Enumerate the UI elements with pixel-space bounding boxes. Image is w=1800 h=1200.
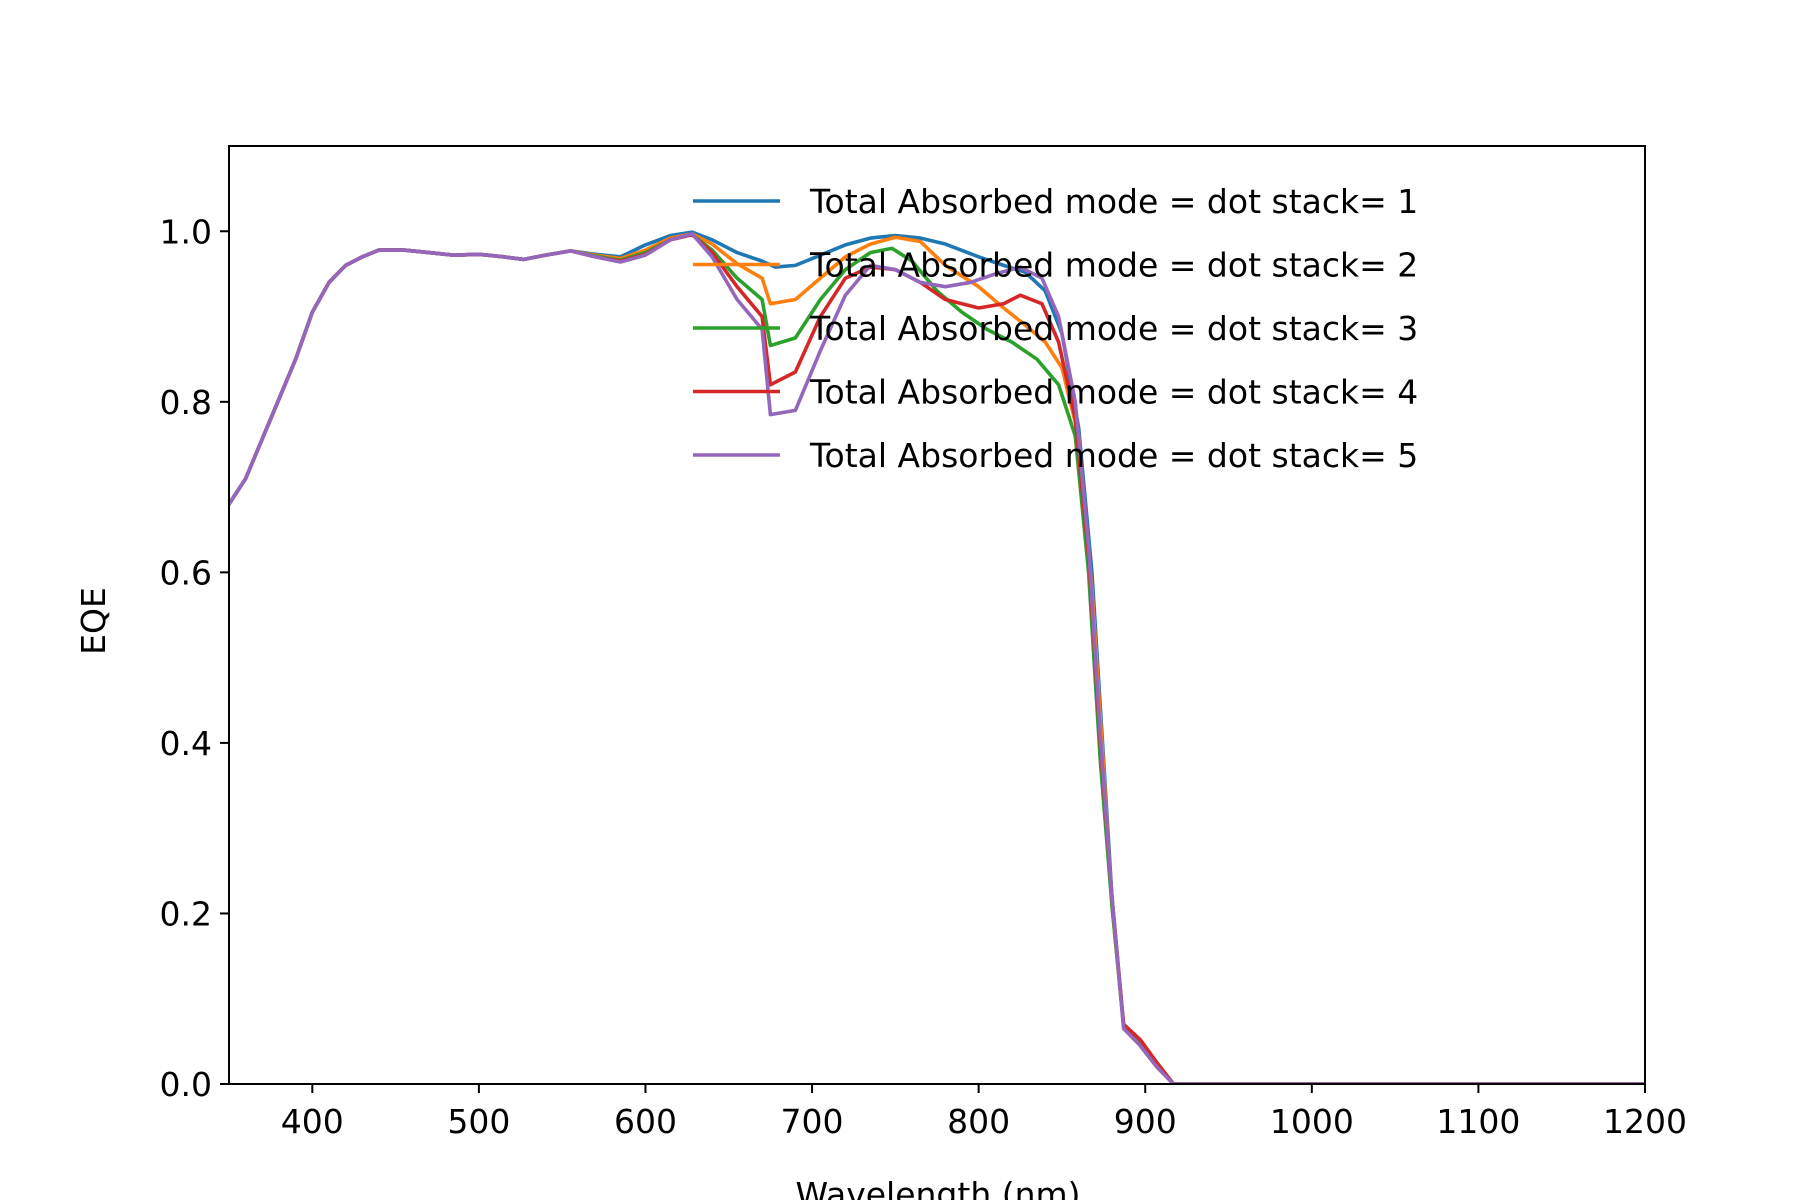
legend-label-1: Total Absorbed mode = dot stack= 1 (809, 182, 1418, 221)
x-tick-label: 700 (781, 1102, 844, 1141)
x-tick-label: 400 (281, 1102, 344, 1141)
y-tick-label: 0.2 (160, 894, 212, 933)
y-tick-label: 0.4 (160, 724, 212, 763)
x-tick-label: 800 (947, 1102, 1010, 1141)
legend-label-5: Total Absorbed mode = dot stack= 5 (809, 436, 1418, 475)
x-tick-label: 600 (614, 1102, 677, 1141)
legend-label-2: Total Absorbed mode = dot stack= 2 (809, 246, 1418, 285)
x-tick-label: 500 (447, 1102, 510, 1141)
legend: Total Absorbed mode = dot stack= 1 Total … (693, 182, 1418, 475)
y-tick-label: 0.6 (160, 553, 212, 592)
y-tick-label: 1.0 (160, 212, 212, 251)
axes-frame (228, 145, 1646, 1085)
x-tick-label: 1200 (1603, 1102, 1687, 1141)
x-tick-label: 1000 (1270, 1102, 1354, 1141)
y-tick-label: 0.8 (160, 383, 212, 422)
y-tick-label: 0.0 (160, 1065, 212, 1104)
legend-label-4: Total Absorbed mode = dot stack= 4 (809, 373, 1418, 412)
x-tick-label: 900 (1114, 1102, 1177, 1141)
legend-label-3: Total Absorbed mode = dot stack= 3 (809, 309, 1418, 348)
x-tick-label: 1100 (1436, 1102, 1520, 1141)
y-axis-label: EQE (74, 587, 113, 655)
x-axis-label: Wavelength (nm) (795, 1175, 1080, 1200)
axes: 400 500 600 700 800 900 1000 1100 1200 0.0 0.2 0.4 0… (160, 145, 1687, 1141)
